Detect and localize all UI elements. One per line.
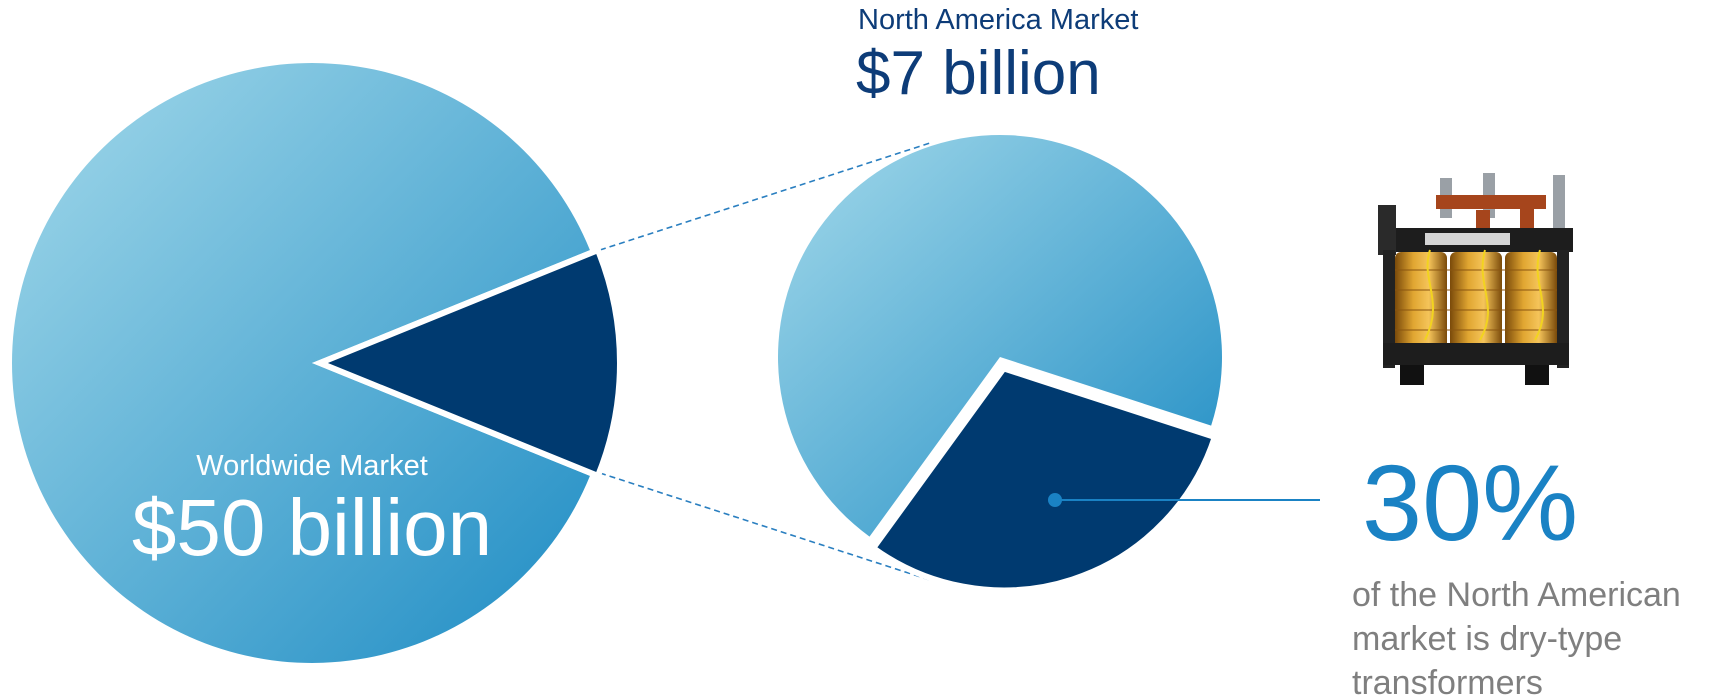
connector-line-bottom xyxy=(599,472,931,581)
north-america-market-value: $7 billion xyxy=(856,39,1101,108)
dry-type-caption-line-3: transformers xyxy=(1352,664,1543,699)
north-america-market-label: North America Market xyxy=(858,4,1138,36)
north-america-market-highlighted-slice xyxy=(869,364,1219,594)
north-america-market-pie xyxy=(778,134,1222,594)
connector-line-top xyxy=(599,142,931,251)
worldwide-market-value: $50 billion xyxy=(132,483,492,572)
worldwide-market-highlighted-slice xyxy=(312,246,623,480)
transformer-photo xyxy=(1378,173,1573,385)
dry-type-caption-line-1: of the North American xyxy=(1352,576,1681,614)
worldwide-market-label: Worldwide Market xyxy=(196,450,428,482)
worldwide-market-pie xyxy=(12,63,623,664)
dry-type-caption-line-2: market is dry-type xyxy=(1352,620,1622,658)
north-america-market-remainder-slice xyxy=(778,134,1222,537)
dry-type-percent: 30% xyxy=(1362,442,1578,563)
worldwide-market-remainder-slice xyxy=(12,63,590,664)
